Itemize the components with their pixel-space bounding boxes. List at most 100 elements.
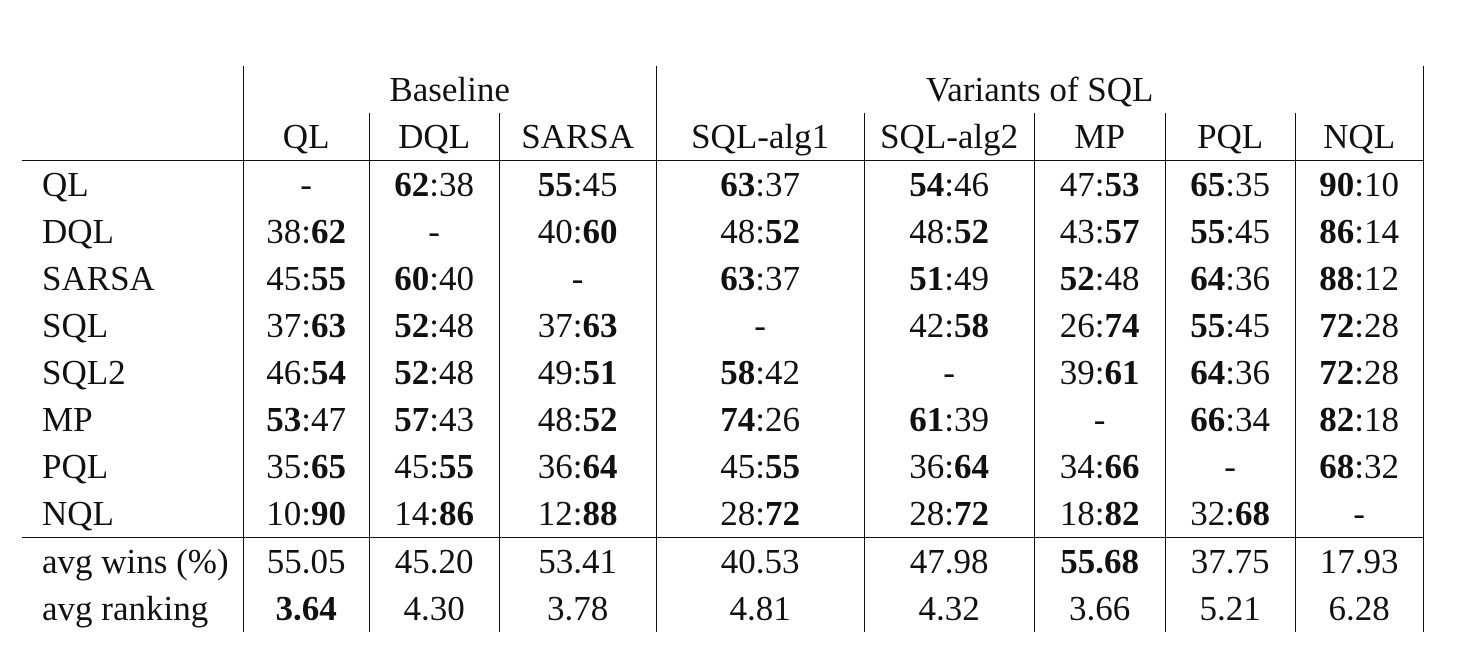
score-separator: : (755, 400, 765, 439)
column-score: 40 (438, 259, 474, 298)
row-label: QL (42, 165, 89, 204)
table-row: SQL2 46:54 52:48 49:51 58:42-39:61 64:36 72:28 (22, 349, 1424, 396)
row-label: PQL (42, 447, 109, 486)
score-cell: 52:48 (368, 302, 500, 349)
row-score: 72 (1319, 306, 1355, 345)
score-cell: 45:55 (242, 255, 370, 302)
table-cell: - (863, 349, 1035, 396)
row-label: avg ranking (42, 589, 209, 628)
column-header: NQL (1294, 113, 1424, 161)
row-score: 42 (909, 306, 945, 345)
score-cell: 63:37 (655, 255, 865, 302)
row-score: 58 (720, 353, 756, 392)
row-score: 88 (1319, 259, 1355, 298)
score-cell: 36:64 (863, 443, 1035, 490)
column-score: 51 (582, 353, 618, 392)
row-score: 55 (537, 165, 573, 204)
row-score: 45 (720, 447, 756, 486)
table-cell: 53.41 (498, 537, 657, 585)
table-cell: 4.81 (655, 585, 865, 632)
score-cell: 45:55 (368, 443, 500, 490)
score-cell: 52:48 (1033, 255, 1166, 302)
score-separator: : (944, 212, 954, 251)
column-score: 86 (438, 494, 474, 533)
cell-value: - (571, 259, 584, 298)
row-score: 54 (909, 165, 945, 204)
score-cell: 65:35 (1164, 160, 1296, 208)
row-score: 14 (394, 494, 430, 533)
cell-value: - (300, 165, 312, 204)
score-cell: 48:52 (863, 208, 1035, 255)
score-separator: : (572, 353, 583, 392)
table-cell: 3.78 (498, 585, 657, 632)
column-score: 45 (1234, 212, 1270, 251)
score-separator: : (1225, 259, 1235, 298)
score-cell: 90:10 (1294, 160, 1424, 208)
row-score: 49 (537, 353, 573, 392)
column-score: 37 (764, 165, 800, 204)
column-score: 34 (1234, 400, 1270, 439)
row-score: 65 (1190, 165, 1226, 204)
row-score: 48 (537, 400, 573, 439)
column-score: 45 (582, 165, 618, 204)
score-separator: : (301, 353, 311, 392)
score-separator: : (572, 494, 583, 533)
row-score: 52 (394, 306, 430, 345)
table-cell: 3.64 (242, 585, 370, 632)
column-header-row: QL DQL SARSA SQL-alg1 SQL-alg2 MP PQL NQL (22, 113, 1424, 161)
score-separator: : (1225, 212, 1235, 251)
column-score: 63 (310, 306, 346, 345)
row-label: SQL (42, 306, 109, 345)
column-score: 55 (310, 259, 346, 298)
column-score: 82 (1104, 494, 1140, 533)
column-header: QL (242, 113, 370, 161)
row-score: 10 (266, 494, 302, 533)
table-cell: - (498, 255, 657, 302)
score-separator: : (429, 353, 439, 392)
table-row: avg ranking 3.64 4.30 3.78 4.81 4.32 3.66 5.21 6… (22, 585, 1424, 632)
cell-value: 4.81 (729, 589, 791, 628)
score-separator: : (301, 400, 311, 439)
score-cell: 14:86 (368, 490, 500, 538)
score-separator: : (1225, 306, 1235, 345)
row-score: 45 (394, 447, 430, 486)
cell-value: 47.98 (909, 542, 989, 581)
cell-value: - (754, 306, 766, 345)
cell-value: 5.21 (1199, 589, 1261, 628)
row-score: 28 (909, 494, 945, 533)
group-header-baseline: Baseline (242, 66, 657, 113)
score-separator: : (301, 494, 311, 533)
score-cell: 35:65 (242, 443, 370, 490)
score-cell: 12:88 (498, 490, 657, 538)
row-score: 37 (266, 306, 302, 345)
row-score: 51 (909, 259, 945, 298)
score-cell: 48:52 (655, 208, 865, 255)
column-score: 14 (1363, 212, 1399, 251)
score-separator: : (944, 165, 954, 204)
score-cell: 37:63 (242, 302, 370, 349)
group-header-variants: Variants of SQL (655, 66, 1424, 113)
score-separator: : (1094, 306, 1105, 345)
score-cell: 46:54 (242, 349, 370, 396)
column-score: 65 (310, 447, 346, 486)
row-score: 63 (720, 259, 756, 298)
score-cell: 36:64 (498, 443, 657, 490)
pairwise-results-table: Baseline Variants of SQL QL DQL SARSA SQL-a… (22, 66, 1424, 632)
score-cell: 39:61 (1033, 349, 1166, 396)
cell-value: - (943, 353, 955, 392)
score-separator: : (429, 494, 439, 533)
table-cell: - (368, 208, 500, 255)
score-separator: : (755, 259, 765, 298)
score-cell: 54:46 (863, 160, 1035, 208)
column-score: 64 (582, 447, 618, 486)
score-separator: : (944, 400, 954, 439)
row-score: 37 (537, 306, 573, 345)
column-score: 90 (310, 494, 346, 533)
score-cell: 32:68 (1164, 490, 1296, 538)
row-score: 90 (1319, 165, 1355, 204)
table-row: PQL 35:65 45:55 36:64 45:55 36:64 34:66-68:32 (22, 443, 1424, 490)
score-separator: : (1354, 306, 1364, 345)
table-cell: 40.53 (655, 537, 865, 585)
row-score: 39 (1059, 353, 1095, 392)
table-row: NQL 10:90 14:86 12:88 28:72 28:72 18:82 32:68- (22, 490, 1424, 538)
